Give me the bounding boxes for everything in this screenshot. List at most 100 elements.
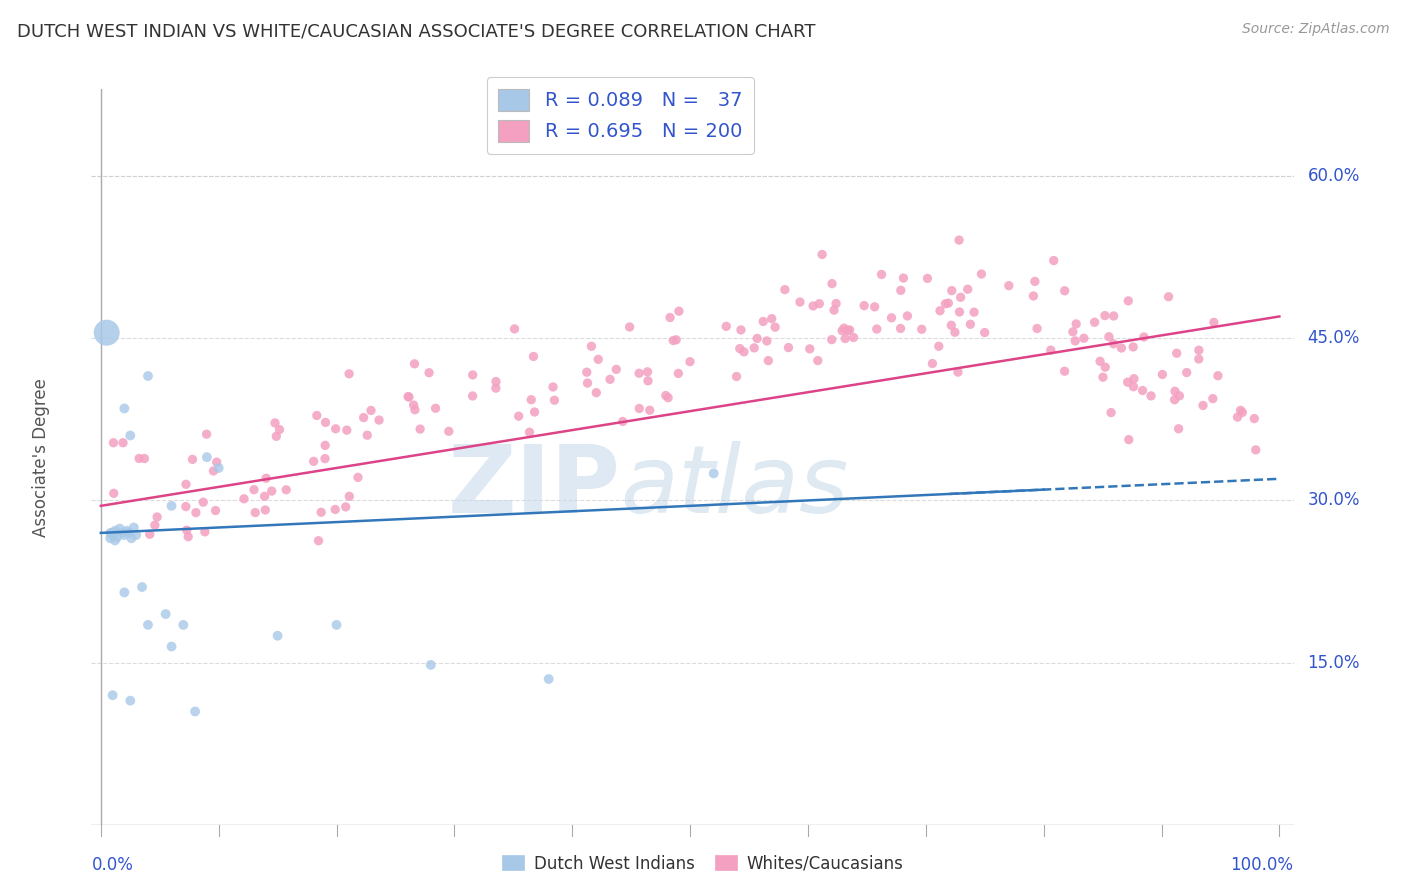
- Point: [728, 342, 751, 356]
- Point: [946, 365, 969, 379]
- Point: [1118, 433, 1140, 447]
- Point: [1022, 289, 1045, 303]
- Point: [1244, 442, 1267, 457]
- Point: [508, 409, 530, 424]
- Point: [419, 657, 441, 672]
- Point: [520, 392, 543, 407]
- Point: [519, 425, 541, 440]
- Point: [461, 368, 484, 382]
- Point: [880, 310, 903, 325]
- Point: [101, 528, 124, 542]
- Point: [911, 322, 934, 336]
- Point: [143, 518, 166, 533]
- Point: [1094, 309, 1116, 323]
- Point: [949, 290, 972, 304]
- Point: [1116, 293, 1139, 308]
- Point: [315, 416, 337, 430]
- Point: [139, 527, 162, 541]
- Text: ZIP: ZIP: [447, 441, 620, 533]
- Point: [789, 295, 811, 310]
- Point: [581, 339, 603, 353]
- Point: [823, 303, 845, 318]
- Point: [118, 525, 141, 540]
- Point: [522, 350, 544, 364]
- Point: [174, 477, 197, 491]
- Point: [665, 333, 688, 347]
- Point: [1122, 380, 1144, 394]
- Point: [254, 471, 277, 485]
- Point: [1243, 411, 1265, 425]
- Point: [398, 390, 420, 404]
- Point: [811, 247, 834, 261]
- Point: [325, 422, 347, 436]
- Point: [543, 393, 565, 408]
- Point: [193, 495, 215, 509]
- Point: [1094, 360, 1116, 375]
- Point: [243, 483, 266, 497]
- Text: atlas: atlas: [620, 441, 849, 533]
- Point: [1157, 290, 1180, 304]
- Point: [314, 438, 336, 452]
- Point: [202, 464, 225, 478]
- Point: [599, 372, 621, 386]
- Point: [253, 489, 276, 503]
- Point: [657, 391, 679, 405]
- Point: [104, 524, 127, 538]
- Point: [752, 314, 775, 328]
- Point: [890, 321, 912, 335]
- Point: [1232, 405, 1254, 419]
- Point: [1073, 331, 1095, 345]
- Point: [195, 427, 218, 442]
- Point: [948, 305, 970, 319]
- Text: 60.0%: 60.0%: [1308, 167, 1360, 185]
- Point: [353, 410, 375, 425]
- Point: [309, 505, 332, 519]
- Point: [1122, 372, 1144, 386]
- Point: [356, 428, 378, 442]
- Point: [825, 296, 848, 310]
- Point: [105, 530, 128, 544]
- Point: [866, 322, 889, 336]
- Point: [666, 367, 689, 381]
- Point: [266, 629, 288, 643]
- Text: 30.0%: 30.0%: [1308, 491, 1360, 509]
- Point: [834, 332, 856, 346]
- Point: [756, 353, 779, 368]
- Point: [808, 296, 831, 310]
- Point: [336, 423, 359, 437]
- Point: [832, 321, 855, 335]
- Point: [128, 451, 150, 466]
- Point: [929, 303, 952, 318]
- Point: [1064, 334, 1087, 348]
- Point: [205, 455, 228, 469]
- Point: [928, 339, 950, 353]
- Point: [101, 688, 124, 702]
- Point: [1188, 351, 1211, 366]
- Point: [368, 413, 391, 427]
- Point: [404, 357, 426, 371]
- Point: [938, 296, 960, 310]
- Point: [654, 388, 676, 402]
- Point: [276, 483, 298, 497]
- Point: [576, 376, 599, 390]
- Point: [1202, 315, 1225, 329]
- Point: [402, 398, 425, 412]
- Point: [679, 354, 702, 368]
- Point: [917, 271, 939, 285]
- Point: [461, 389, 484, 403]
- Point: [970, 267, 993, 281]
- Point: [112, 401, 135, 416]
- Point: [184, 705, 207, 719]
- Point: [1168, 389, 1191, 403]
- Point: [323, 502, 346, 516]
- Point: [176, 523, 198, 537]
- Point: [934, 297, 956, 311]
- Point: [425, 401, 447, 416]
- Point: [131, 580, 153, 594]
- Point: [1166, 346, 1188, 360]
- Point: [1132, 384, 1154, 398]
- Point: [1024, 274, 1046, 288]
- Point: [963, 305, 986, 319]
- Point: [1026, 321, 1049, 335]
- Point: [136, 618, 159, 632]
